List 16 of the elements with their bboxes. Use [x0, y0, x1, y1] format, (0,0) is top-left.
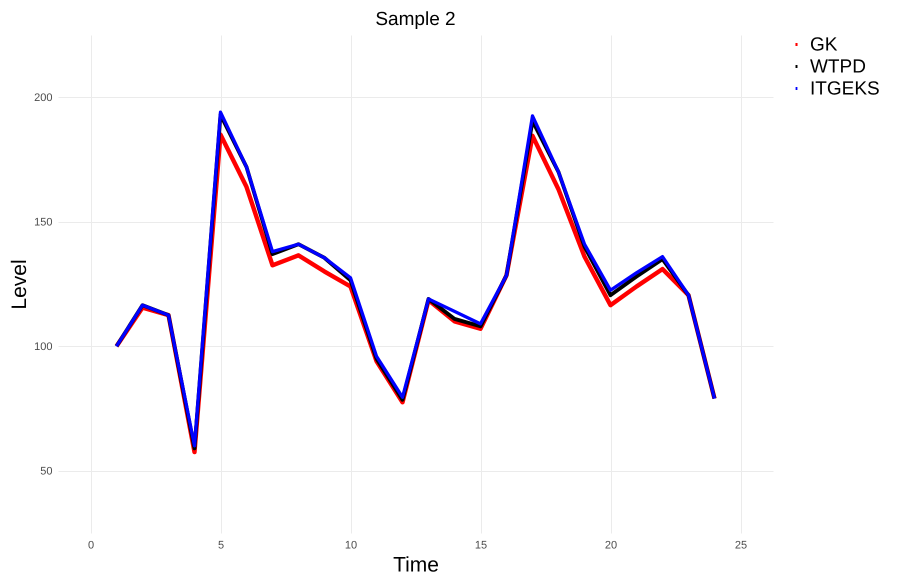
y-tick-label: 100 — [34, 340, 52, 353]
y-tick-label: 50 — [40, 465, 52, 478]
x-tick-label: 5 — [218, 540, 224, 552]
x-axis-title: Time — [393, 554, 439, 574]
legend-label: GK — [810, 34, 838, 56]
x-tick-label: 25 — [734, 540, 748, 552]
legend-label: WTPD — [810, 56, 866, 78]
y-tick-label: 150 — [34, 216, 52, 228]
x-tick-label: 10 — [344, 540, 358, 552]
x-tick-label: 0 — [88, 540, 94, 552]
y-tick-label: 200 — [34, 92, 52, 104]
x-tick-label: 15 — [474, 540, 488, 552]
chart-title: Sample 2 — [375, 9, 456, 30]
legend-label: ITGEKS — [810, 78, 880, 100]
y-axis-title: Level — [8, 259, 32, 310]
x-tick-label: 20 — [604, 540, 618, 552]
